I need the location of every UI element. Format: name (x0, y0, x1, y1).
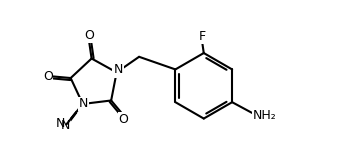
Text: N: N (113, 64, 122, 77)
Text: O: O (43, 70, 53, 83)
Text: N: N (62, 119, 71, 132)
Text: F: F (199, 30, 206, 43)
Text: N: N (79, 98, 88, 110)
Text: N: N (61, 119, 70, 132)
Text: N: N (77, 99, 86, 112)
Text: O: O (119, 113, 129, 126)
Text: N: N (114, 63, 123, 76)
Text: O: O (84, 29, 94, 42)
Text: N: N (56, 117, 65, 130)
Text: NH₂: NH₂ (252, 109, 276, 122)
